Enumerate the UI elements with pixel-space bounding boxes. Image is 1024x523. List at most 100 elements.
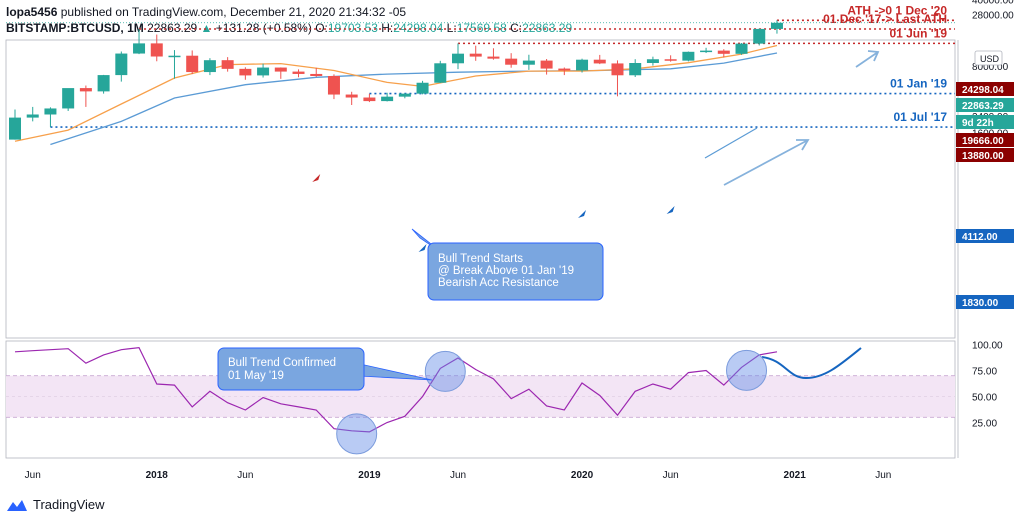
time-axis-tick: 2018	[146, 470, 169, 481]
candle-body	[398, 93, 411, 97]
callout-text: Bearish Acc Resistance	[438, 277, 559, 289]
time-axis-tick: Jun	[25, 470, 41, 481]
candle-body	[593, 59, 606, 64]
last-price: 22863.29	[147, 21, 198, 35]
candle-body	[505, 58, 518, 65]
callout-box	[427, 242, 604, 301]
callout-text: @ Break Above 01 Jan '19	[438, 265, 574, 277]
candle-body	[26, 114, 39, 118]
candle-body	[664, 59, 677, 61]
candle-body	[168, 55, 181, 58]
price-label-text: 24298.04	[962, 85, 1004, 96]
candle-body	[150, 43, 163, 57]
price-label-box	[956, 295, 1014, 309]
candle-body	[558, 68, 571, 71]
close-value: 22863.29	[522, 21, 573, 35]
candle-body	[345, 94, 358, 98]
rocket-marker-icon	[312, 174, 321, 182]
price-label-text: 19666.00	[962, 136, 1004, 147]
candle-body	[363, 97, 376, 102]
time-axis-tick: 2021	[784, 470, 807, 481]
candle-body	[717, 50, 730, 54]
price-label-box	[956, 115, 1014, 129]
high-label: H:	[381, 21, 394, 35]
ma-extension-line	[704, 127, 758, 159]
candle-body	[203, 60, 216, 73]
candle-body	[327, 75, 340, 95]
price-label-box	[956, 82, 1014, 96]
close-label: C:	[510, 21, 523, 35]
open-label: O:	[315, 21, 328, 35]
price-axis-tick: 8000.00	[972, 62, 1009, 73]
candle-body	[62, 88, 75, 109]
tradingview-logo-icon	[7, 499, 27, 511]
rocket-marker-icon	[666, 206, 675, 214]
time-axis-tick: Jun	[237, 470, 253, 481]
trend-arrow-icon	[723, 139, 810, 186]
candle-body	[753, 28, 766, 44]
footer-brand[interactable]: TradingView	[6, 497, 105, 512]
price-label-box	[956, 133, 1014, 147]
candle-body	[133, 43, 146, 54]
candle-body	[522, 60, 535, 65]
candle-body	[700, 50, 713, 53]
candle-body	[611, 63, 624, 76]
rsi-axis-tick: 100.00	[972, 341, 1003, 352]
usd-unit-box	[974, 50, 1003, 66]
level-label: 01 Jul '17	[893, 110, 947, 124]
candle-body	[310, 73, 323, 76]
time-axis-tick: Jun	[450, 470, 466, 481]
rsi-axis-tick: 25.00	[972, 419, 997, 430]
high-value: 24298.04	[393, 21, 444, 35]
price-change: +131.28 (+0.58%)	[215, 21, 312, 35]
time-axis-tick: 2019	[358, 470, 381, 481]
highlight-circle	[336, 413, 378, 455]
rocket-marker-icon	[578, 210, 587, 218]
symbol-label[interactable]: BITSTAMP:BTCUSD, 1M	[6, 21, 144, 35]
ma-fast-line	[14, 44, 778, 142]
candle-body	[9, 117, 21, 140]
price-label-text: 9d 22h	[962, 118, 994, 129]
highlight-circle	[424, 350, 466, 392]
candle-body	[79, 88, 92, 92]
level-label: 01 Jan '19	[890, 77, 947, 91]
level-label: ATH ->0 1 Dec '20	[847, 3, 947, 17]
author-name[interactable]: lopa5456	[6, 5, 58, 19]
candle-body	[735, 43, 748, 54]
price-axis-tick: 40000.00	[972, 0, 1014, 7]
candle-body	[44, 108, 57, 115]
footer-brand-text: TradingView	[33, 497, 105, 512]
price-label-text: 22863.29	[962, 101, 1004, 112]
rsi-axis-tick: 75.00	[972, 367, 997, 378]
low-value: 17569.58	[456, 21, 507, 35]
price-label-box	[956, 148, 1014, 162]
candle-body	[646, 59, 659, 64]
rsi-projection-line	[761, 347, 862, 380]
price-label-box	[956, 229, 1014, 243]
rsi-line	[14, 346, 778, 433]
candle-body	[434, 63, 447, 83]
publish-text: published on TradingView.com, December 2…	[60, 5, 407, 19]
price-label-box	[956, 98, 1014, 112]
candle-body	[452, 53, 464, 64]
candle-body	[682, 51, 695, 61]
symbol-info: BITSTAMP:BTCUSD, 1M 22863.29 ▲ +131.28 (…	[6, 21, 572, 35]
highlight-circle	[726, 349, 768, 391]
candle-body	[239, 68, 252, 76]
rsi-callout-text: Bull Trend Confirmed	[228, 357, 336, 369]
publish-info: lopa5456 published on TradingView.com, D…	[6, 5, 406, 19]
ma-slow-line	[50, 52, 778, 146]
candle-body	[97, 75, 110, 92]
price-label-text: 1830.00	[962, 298, 999, 309]
time-axis-tick: 2020	[571, 470, 594, 481]
callout-text: Bull Trend Starts	[438, 253, 523, 265]
level-label: 01 Jun '19	[889, 26, 947, 40]
projection-arrow-icon	[855, 50, 880, 68]
low-label: L:	[446, 21, 457, 35]
candle-body	[274, 67, 287, 72]
candle-body	[186, 55, 199, 73]
rsi-callout-box	[217, 347, 365, 391]
price-label-text: 13880.00	[962, 151, 1004, 162]
candle-body	[221, 60, 234, 69]
